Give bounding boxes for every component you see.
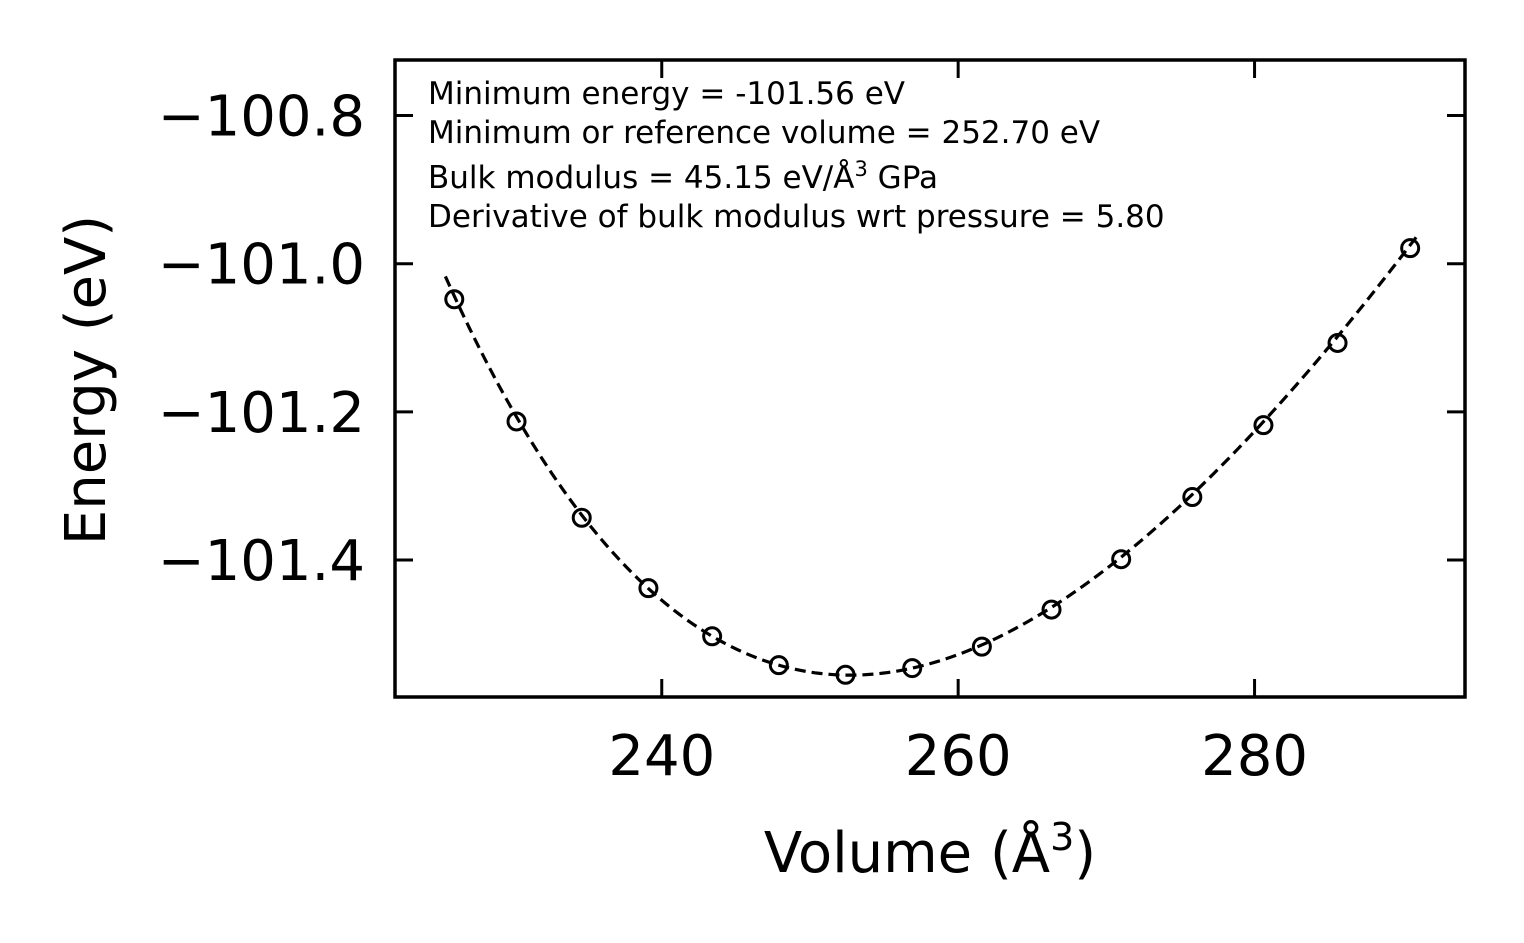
data-point [444, 289, 465, 310]
x-axis-title-close: ) [1074, 821, 1096, 886]
data-point [1327, 332, 1348, 353]
data-points [444, 238, 1421, 685]
fit-curve [443, 234, 1419, 677]
x-tick-label: 240 [608, 724, 715, 789]
data-point [1253, 415, 1274, 436]
x-axis-title-main: Volume (Å [764, 820, 1050, 886]
data-point [506, 411, 527, 432]
y-axis-title: Energy (eV) [54, 215, 119, 545]
data-point [1400, 238, 1421, 259]
y-tick-label: −101.2 [158, 381, 365, 446]
data-point [1182, 487, 1203, 508]
plot-frame [393, 58, 1467, 699]
x-axis-title-sup: 3 [1050, 815, 1074, 859]
y-tick-label: −101.0 [158, 233, 365, 298]
data-point [638, 578, 659, 599]
annotation-bulk-modulus-sup: 3 [854, 157, 867, 181]
y-tick-label: −101.4 [158, 529, 365, 594]
data-point [971, 636, 992, 657]
annotation-bulk-modulus-unit: GPa [868, 160, 938, 196]
x-tick-label: 260 [905, 724, 1012, 789]
data-point [571, 507, 592, 528]
data-point [835, 664, 856, 685]
x-axis-title: Volume (Å3) [764, 815, 1096, 886]
annotation-min-energy: Minimum energy = -101.56 eV [428, 76, 905, 112]
data-point [1111, 549, 1132, 570]
data-point [1041, 599, 1062, 620]
annotation-ref-volume: Minimum or reference volume = 252.70 eV [428, 115, 1100, 151]
axis-ticks: 240 260 280 −100.8 −101.0 −101.2 −101.4 [158, 60, 1465, 789]
annotation-bulk-modulus-main: Bulk modulus = 45.15 eV/Å [428, 160, 854, 196]
x-tick-label: 280 [1201, 724, 1308, 789]
data-point [902, 658, 923, 679]
y-tick-label: −100.8 [158, 85, 365, 150]
annotation-bulk-modulus: Bulk modulus = 45.15 eV/Å3 GPa [428, 157, 938, 196]
annotation-bulk-derivative: Derivative of bulk modulus wrt pressure … [428, 199, 1165, 235]
data-point [768, 655, 789, 676]
data-point [702, 626, 723, 647]
